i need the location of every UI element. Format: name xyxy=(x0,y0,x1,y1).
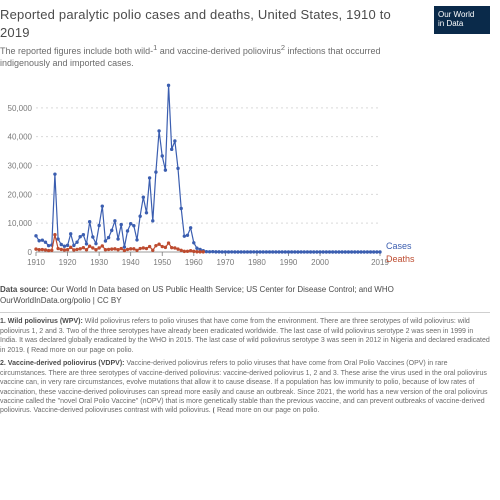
svg-text:1950: 1950 xyxy=(153,258,171,267)
line-chart: 0 10,000 20,000 30,000 40,000 50,000 1910 1920 1… xyxy=(0,75,430,270)
svg-text:1920: 1920 xyxy=(59,258,77,267)
svg-text:20,000: 20,000 xyxy=(8,191,33,200)
svg-text:1990: 1990 xyxy=(280,258,298,267)
footnote-1: 1. Wild poliovirus (WPV): Wild polioviru… xyxy=(0,317,490,355)
series-label-cases: Cases xyxy=(386,241,412,251)
svg-text:1910: 1910 xyxy=(27,258,45,267)
series-label-deaths: Deaths xyxy=(386,254,415,264)
footnote-2: 2. Vaccine-derived poliovirus (VDPV): Va… xyxy=(0,359,490,416)
svg-text:1960: 1960 xyxy=(185,258,203,267)
svg-text:1980: 1980 xyxy=(248,258,266,267)
svg-text:40,000: 40,000 xyxy=(8,133,33,142)
svg-text:0: 0 xyxy=(28,248,33,257)
svg-text:1940: 1940 xyxy=(122,258,140,267)
divider xyxy=(0,312,490,313)
chart-area: 0 10,000 20,000 30,000 40,000 50,000 1910 1920 1… xyxy=(0,75,490,275)
svg-text:10,000: 10,000 xyxy=(8,220,33,229)
data-source: Data source: Our World In Data based on … xyxy=(0,285,490,307)
svg-text:50,000: 50,000 xyxy=(8,104,33,113)
svg-text:30,000: 30,000 xyxy=(8,162,33,171)
page-subtitle: The reported figures include both wild-1… xyxy=(0,43,400,69)
svg-text:1970: 1970 xyxy=(216,258,234,267)
page-title: Reported paralytic polio cases and death… xyxy=(0,6,400,41)
owid-logo: Our World in Data xyxy=(434,6,490,34)
svg-text:1930: 1930 xyxy=(90,258,108,267)
svg-text:2000: 2000 xyxy=(311,258,329,267)
